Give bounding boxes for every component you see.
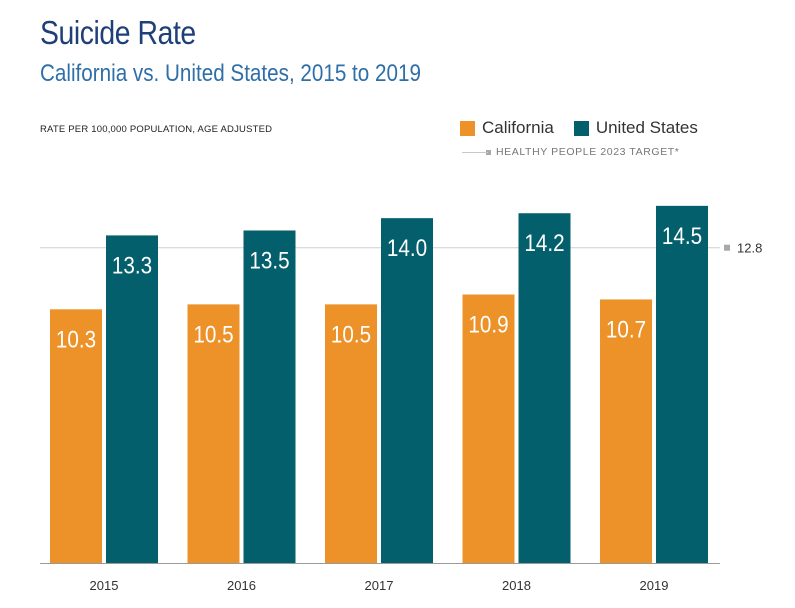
bar-california-2018 (462, 294, 515, 563)
x-tick-label-2017: 2017 (365, 578, 394, 593)
data-label-california-2019: 10.7 (606, 316, 646, 343)
chart-subtitle: California vs. United States, 2015 to 20… (40, 60, 421, 87)
bar-united-states-2017 (381, 218, 433, 563)
legend-label-united-states: United States (595, 118, 698, 137)
bar-united-states-2015 (106, 235, 158, 563)
target-legend: HEALTHY PEOPLE 2023 TARGET* (462, 146, 680, 158)
bar-united-states-2018 (518, 213, 571, 563)
legend: California United States (460, 118, 718, 138)
data-label-california-2018: 10.9 (468, 311, 508, 338)
target-marker (724, 244, 730, 251)
x-tick-label-2018: 2018 (502, 578, 531, 593)
x-tick-label-2019: 2019 (640, 578, 669, 593)
target-legend-label: HEALTHY PEOPLE 2023 TARGET* (496, 146, 680, 158)
bar-california-2017 (325, 304, 377, 563)
bar-united-states-2019 (656, 205, 708, 563)
data-label-california-2017: 10.5 (331, 321, 371, 348)
target-legend-marker (486, 149, 491, 155)
legend-item-united-states: United States (573, 118, 698, 138)
bar-california-2019 (600, 299, 652, 563)
y-axis-label: RATE PER 100,000 POPULATION, AGE ADJUSTE… (40, 124, 273, 135)
data-label-united-states-2016: 13.5 (249, 247, 289, 274)
data-label-california-2016: 10.5 (193, 321, 233, 348)
x-tick-label-2015: 2015 (90, 578, 119, 593)
legend-item-california: California (460, 118, 554, 138)
data-label-united-states-2015: 13.3 (112, 252, 152, 279)
data-label-united-states-2019: 14.5 (662, 222, 702, 249)
bar-california-2015 (50, 309, 102, 563)
bar-united-states-2016 (243, 230, 296, 563)
data-label-united-states-2017: 14.0 (387, 235, 427, 262)
bar-california-2016 (187, 304, 240, 563)
data-label-united-states-2018: 14.2 (524, 230, 564, 257)
chart-title: Suicide Rate (40, 14, 196, 51)
target-legend-line (462, 151, 488, 153)
x-tick-label-2016: 2016 (227, 578, 256, 593)
data-label-california-2015: 10.3 (56, 326, 96, 353)
plot-area: 10.3 13.3 2015 10.5 13.5 2016 10.5 14.0 2017 10.9… (40, 205, 762, 593)
legend-label-california: California (482, 118, 554, 137)
legend-swatch-california (460, 120, 475, 136)
target-value-label: 12.8 (737, 241, 762, 256)
legend-swatch-united-states (573, 120, 589, 136)
